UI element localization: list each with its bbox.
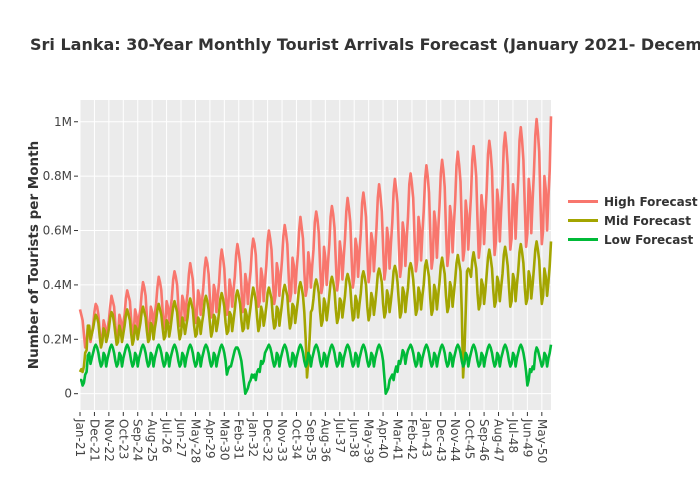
x-tick-label: Oct-34 bbox=[289, 419, 303, 459]
series-line-low-forecast bbox=[80, 343, 553, 396]
x-tick-label: Nov-33 bbox=[275, 419, 289, 462]
x-tick-label: Jul-48 bbox=[506, 418, 520, 453]
legend-item[interactable]: Low Forecast bbox=[568, 230, 698, 249]
y-tick-label: 0.6M bbox=[43, 224, 72, 238]
x-tick-label: Apr-29 bbox=[203, 419, 217, 459]
y-tick-label: 0.4M bbox=[43, 278, 72, 292]
x-tick-label: Oct-23 bbox=[116, 419, 130, 459]
x-tick-label: Nov-44 bbox=[448, 419, 462, 462]
x-tick-label: Dec-43 bbox=[434, 419, 448, 462]
x-tick-label: Aug-25 bbox=[145, 419, 159, 462]
x-tick-label: Jun-49 bbox=[520, 418, 534, 457]
legend-label: Mid Forecast bbox=[604, 213, 691, 228]
x-tick-label: Sep-24 bbox=[131, 419, 145, 461]
y-tick-label: 1M bbox=[54, 115, 72, 129]
x-tick-label: Feb-31 bbox=[232, 419, 246, 460]
x-axis-ticks: Jan-21 Dec-21 Nov-22 Oct-23 Sep-24 Aug-25 Jul-… bbox=[73, 412, 549, 463]
x-tick-label: Jan-21 bbox=[73, 418, 87, 457]
x-tick-label: Jan-32 bbox=[246, 418, 260, 457]
y-tick-label: 0.8M bbox=[43, 169, 72, 183]
x-tick-label: Oct-45 bbox=[463, 419, 477, 459]
x-tick-label: Aug-36 bbox=[318, 419, 332, 462]
x-tick-label: May-39 bbox=[362, 419, 376, 463]
legend-item[interactable]: Mid Forecast bbox=[568, 211, 698, 230]
x-tick-label: Mar-41 bbox=[390, 419, 404, 460]
x-tick-label: Feb-42 bbox=[405, 419, 419, 460]
y-axis-ticks: 0 0.2M 0.4M 0.6M 0.8M 1M bbox=[43, 115, 78, 401]
x-tick-label: Jul-37 bbox=[333, 418, 347, 453]
series-lines bbox=[78, 116, 553, 396]
x-tick-label: May-28 bbox=[188, 419, 202, 463]
x-tick-label: Jun-38 bbox=[347, 418, 361, 457]
x-tick-label: Apr-40 bbox=[376, 419, 390, 459]
x-tick-label: May-50 bbox=[535, 419, 549, 463]
legend-label: High Forecast bbox=[604, 194, 698, 209]
x-tick-label: Dec-21 bbox=[87, 419, 101, 462]
y-tick-label: 0.2M bbox=[43, 332, 72, 346]
x-tick-label: Sep-35 bbox=[304, 419, 318, 461]
x-tick-label: Jul-26 bbox=[160, 418, 174, 453]
legend-item[interactable]: High Forecast bbox=[568, 192, 698, 211]
x-tick-label: Jun-27 bbox=[174, 418, 188, 457]
x-tick-label: Aug-47 bbox=[492, 419, 506, 462]
x-tick-label: Dec-32 bbox=[261, 419, 275, 462]
legend-swatch bbox=[568, 219, 598, 222]
series-line-mid-forecast bbox=[78, 240, 553, 379]
legend-swatch bbox=[568, 238, 598, 241]
series-line-high-forecast bbox=[78, 116, 553, 349]
x-tick-label: Mar-30 bbox=[217, 419, 231, 460]
x-tick-label: Sep-46 bbox=[477, 419, 491, 461]
y-tick-label: 0 bbox=[64, 387, 72, 401]
x-tick-label: Nov-22 bbox=[102, 419, 116, 462]
legend: High Forecast Mid Forecast Low Forecast bbox=[568, 192, 698, 249]
x-tick-label: Jan-43 bbox=[419, 418, 433, 457]
legend-label: Low Forecast bbox=[604, 232, 694, 247]
chart-title: Sri Lanka: 30-Year Monthly Tourist Arriv… bbox=[30, 35, 700, 54]
legend-swatch bbox=[568, 200, 598, 203]
